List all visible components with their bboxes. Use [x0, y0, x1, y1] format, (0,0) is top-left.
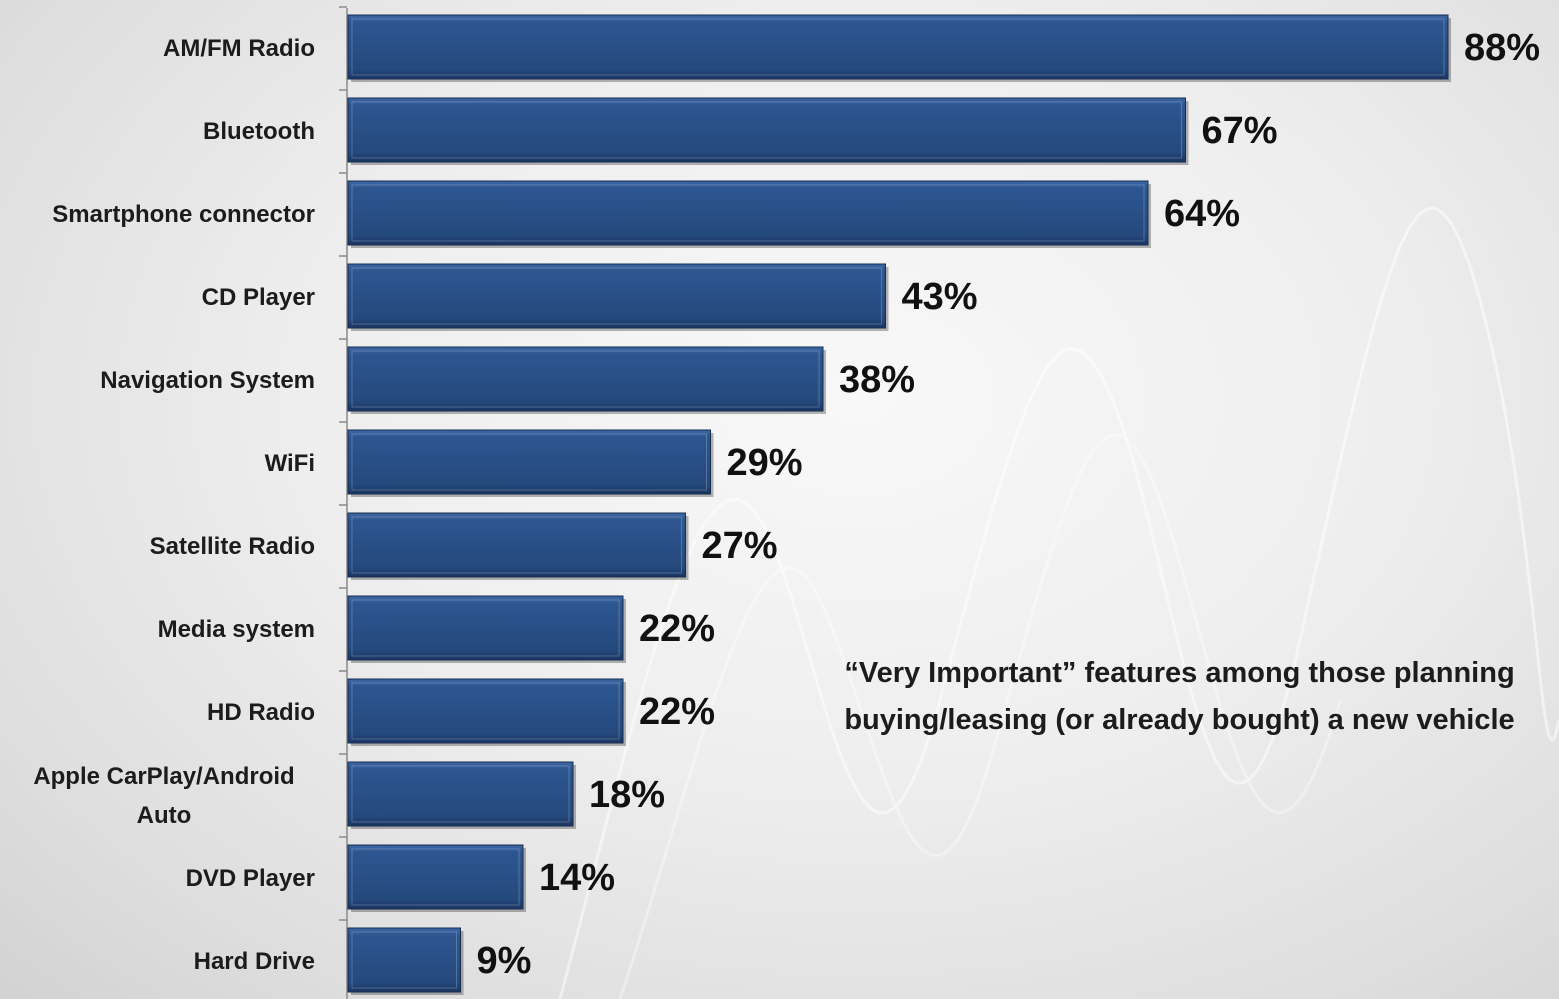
bar-bevel	[351, 184, 1145, 242]
category-label-line: Apple CarPlay/Android	[33, 763, 294, 790]
data-label: 14%	[539, 857, 615, 899]
bar-bevel	[351, 18, 1445, 76]
category-label: WiFi	[265, 450, 315, 477]
bar-bevel	[351, 848, 520, 906]
data-label: 43%	[902, 276, 978, 318]
bar	[347, 346, 824, 412]
bar	[347, 595, 624, 661]
category-label-line: Auto	[137, 802, 192, 829]
category-label: Apple CarPlay/Android Auto	[33, 763, 294, 829]
bar-bevel	[351, 433, 707, 491]
bar	[347, 927, 461, 993]
bar-bevel	[351, 931, 457, 989]
data-label: 67%	[1202, 110, 1278, 152]
bar-bevel	[351, 682, 620, 740]
bar-bevel	[351, 350, 820, 408]
bar	[347, 429, 711, 495]
data-label: 38%	[839, 359, 915, 401]
data-label: 27%	[702, 525, 778, 567]
bar-bevel	[351, 599, 620, 657]
bar-bevel	[351, 267, 882, 325]
data-label: 29%	[727, 442, 803, 484]
category-label: AM/FM Radio	[163, 35, 315, 62]
data-label: 64%	[1164, 193, 1240, 235]
bar	[347, 180, 1149, 246]
bar	[347, 512, 686, 578]
data-label: 22%	[639, 691, 715, 733]
category-label: DVD Player	[186, 865, 315, 892]
bar	[347, 263, 886, 329]
data-label: 88%	[1464, 27, 1540, 69]
category-label: Hard Drive	[194, 948, 315, 975]
category-label: Bluetooth	[203, 118, 315, 145]
annotation-line-2: buying/leasing (or already bought) a new…	[844, 704, 1515, 736]
data-label: 22%	[639, 608, 715, 650]
data-label: 9%	[477, 940, 532, 982]
annotation-line-1: “Very Important” features among those pl…	[844, 657, 1515, 689]
category-label: Smartphone connector	[52, 201, 315, 228]
category-label: Navigation System	[100, 367, 315, 394]
bar	[347, 97, 1186, 163]
bar-bevel	[351, 516, 682, 574]
category-label: Media system	[158, 616, 315, 643]
chart-annotation: “Very Important” features among those pl…	[800, 650, 1559, 744]
data-label: 18%	[589, 774, 665, 816]
bar	[347, 14, 1449, 80]
category-label: CD Player	[202, 284, 315, 311]
bar-bevel	[351, 101, 1182, 159]
bar-bevel	[351, 765, 570, 823]
background-swirl	[558, 207, 1559, 999]
bar	[347, 761, 574, 827]
category-label: Satellite Radio	[150, 533, 315, 560]
bar	[347, 678, 624, 744]
bar	[347, 844, 524, 910]
category-label: HD Radio	[207, 699, 315, 726]
